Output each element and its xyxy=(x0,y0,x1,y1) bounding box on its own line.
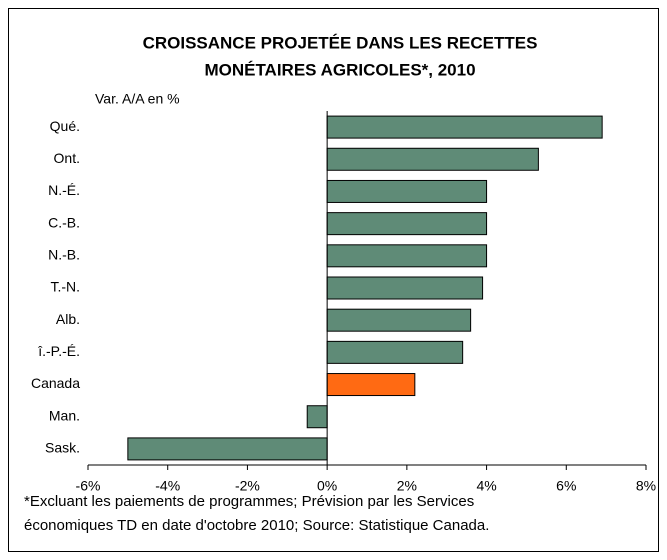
y-tick-label: T.-N. xyxy=(50,279,80,295)
bar xyxy=(326,276,484,300)
bar xyxy=(326,115,603,139)
footnote: économiques TD en date d'octobre 2010; S… xyxy=(24,517,489,534)
bar xyxy=(326,340,464,364)
bar xyxy=(306,405,328,429)
y-tick-label: N.-B. xyxy=(48,247,80,263)
bar xyxy=(326,179,488,203)
bar xyxy=(127,437,328,461)
y-tick-label: N.-É. xyxy=(48,182,80,198)
x-tick-label: 4% xyxy=(476,478,496,494)
y-tick-label: î.-P.-É. xyxy=(37,343,80,359)
y-tick-label: Alb. xyxy=(56,311,80,327)
x-tick-label: 2% xyxy=(397,478,417,494)
footnote: *Excluant les paiements de programmes; P… xyxy=(24,493,474,510)
y-tick-label: Canada xyxy=(31,375,80,391)
x-tick-label: 6% xyxy=(556,478,576,494)
x-tick-label: -6% xyxy=(76,478,101,494)
bar xyxy=(326,373,416,397)
bar xyxy=(326,244,488,268)
x-tick-label: 8% xyxy=(636,478,656,494)
x-tick-label: -4% xyxy=(155,478,180,494)
bar xyxy=(326,212,488,236)
bar xyxy=(326,147,539,171)
axis-label: Var. A/A en % xyxy=(95,91,180,107)
y-tick-label: Ont. xyxy=(54,150,80,166)
chart-title: MONÉTAIRES AGRICOLES*, 2010 xyxy=(204,60,475,79)
y-tick-label: Qué. xyxy=(50,118,80,134)
bar xyxy=(326,308,472,332)
chart-title: CROISSANCE PROJETÉE DANS LES RECETTES xyxy=(143,33,538,52)
x-tick-label: -2% xyxy=(235,478,260,494)
y-tick-label: Sask. xyxy=(45,440,80,456)
y-tick-label: Man. xyxy=(49,407,80,423)
x-tick-label: 0% xyxy=(317,478,337,494)
y-tick-label: C.-B. xyxy=(48,214,80,230)
